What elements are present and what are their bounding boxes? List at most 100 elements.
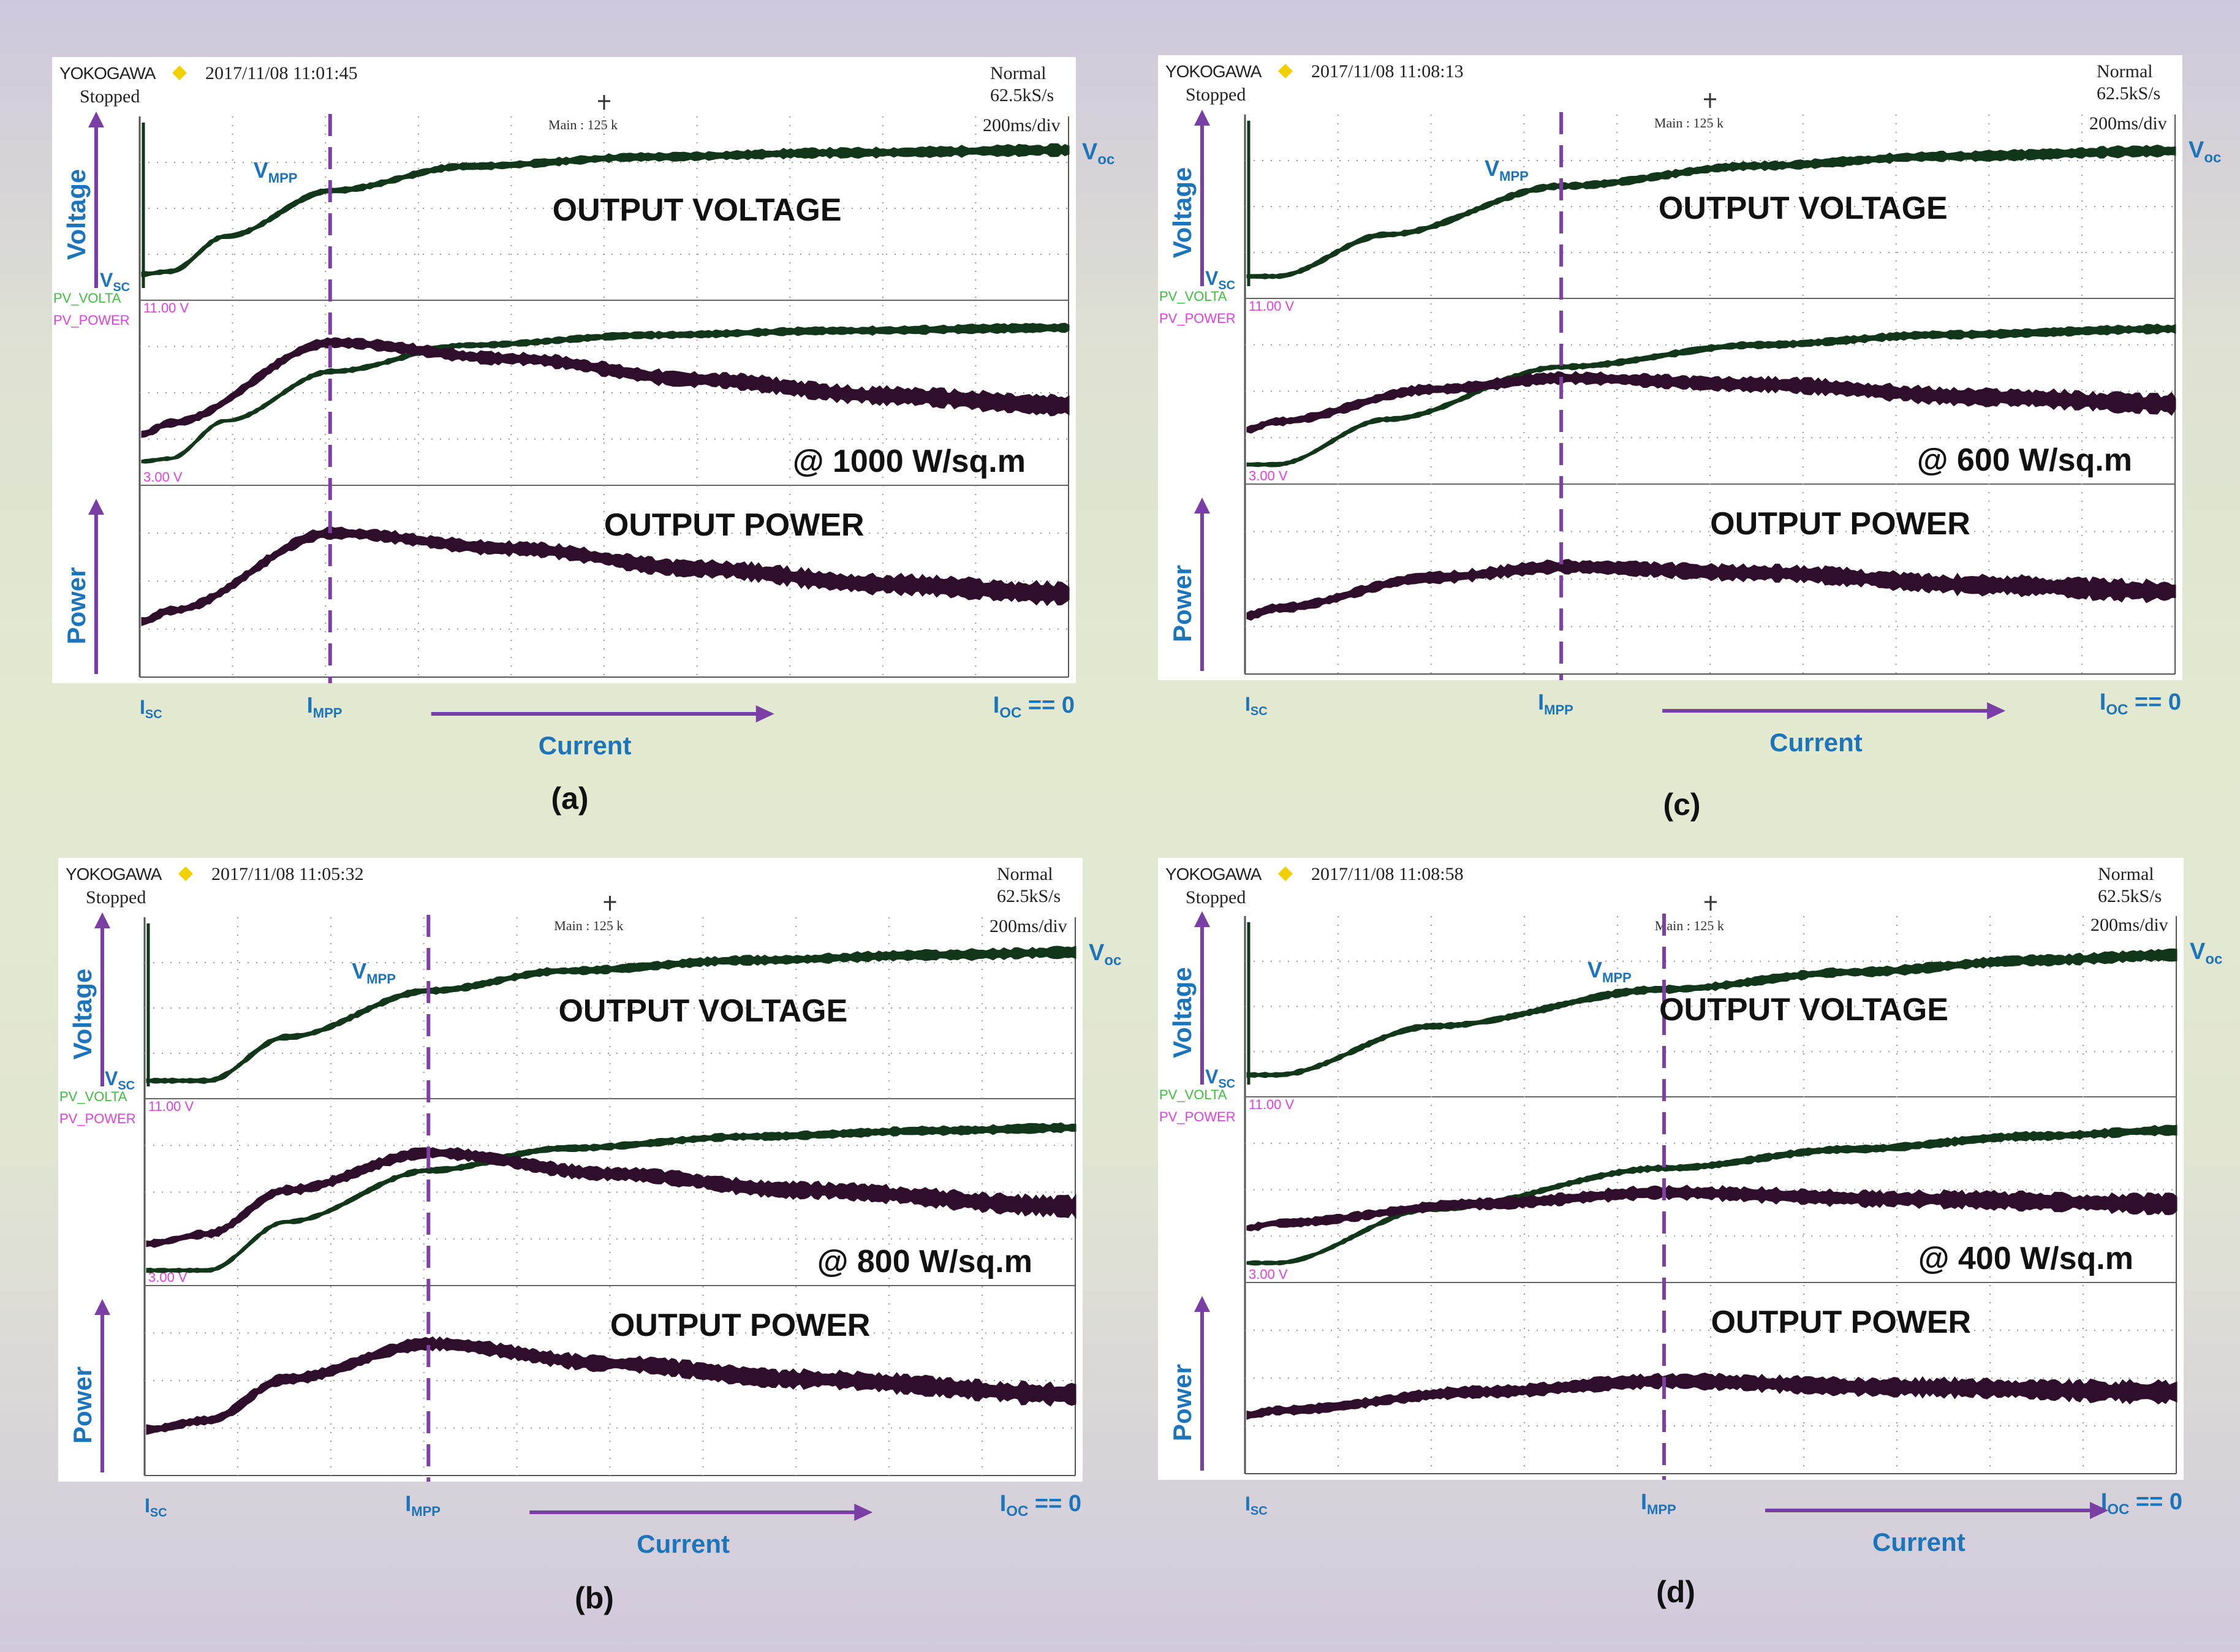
panel-caption: (a)	[551, 781, 588, 816]
panel-a: YOKOGAWA 2017/11/08 11:01:45 Stopped Normal…	[52, 57, 1114, 816]
ch1-label: PV_VOLTA	[1159, 1087, 1227, 1102]
output-power-label: OUTPUT POWER	[604, 507, 865, 543]
panel-caption: (c)	[1663, 787, 1700, 822]
v-sc-label: VSC	[1205, 267, 1235, 292]
power-trace-bottom	[1246, 1373, 2178, 1420]
power-trace-mid	[1246, 1184, 2178, 1232]
trigger-icon	[1705, 896, 1717, 911]
power-arrow-head	[1194, 498, 1210, 513]
ch1-label: PV_VOLTA	[53, 290, 121, 306]
output-voltage-label: OUTPUT VOLTAGE	[553, 192, 842, 228]
ch2-label: PV_POWER	[59, 1111, 136, 1126]
ch-high-value: 11.00 V	[148, 1099, 194, 1114]
current-arrow-head	[2090, 1502, 2108, 1519]
voltage-arrow-head	[94, 912, 110, 928]
panel-b: YOKOGAWA 2017/11/08 11:05:32 Stopped Normal…	[58, 858, 1121, 1615]
scope-state: Stopped	[1186, 85, 1246, 105]
ch-low-value: 3.00 V	[1249, 1267, 1288, 1282]
power-arrow-head	[88, 499, 104, 515]
scope-main-label: Main : 125 k	[548, 117, 618, 132]
panel-d: YOKOGAWA 2017/11/08 11:08:58 Stopped Normal…	[1158, 858, 2222, 1609]
i-mpp-label: IMPP	[1641, 1489, 1676, 1517]
trigger-icon	[604, 896, 616, 911]
current-arrow-head	[854, 1504, 873, 1521]
output-power-label: OUTPUT POWER	[1710, 506, 1970, 542]
i-sc-label: ISC	[1245, 1493, 1268, 1518]
voltage-trace-mid	[146, 1122, 1076, 1273]
irradiance-label: @ 1000 W/sq.m	[793, 444, 1026, 479]
scope-brand: YOKOGAWA	[66, 865, 162, 884]
scope-timestamp: 2017/11/08 11:08:58	[1311, 864, 1464, 884]
ch1-label: PV_VOLTA	[59, 1089, 127, 1104]
scope-rate: 62.5kS/s	[2097, 83, 2160, 104]
power-trace-bottom	[1246, 559, 2176, 621]
v-mpp-label: VMPP	[352, 958, 396, 987]
panel-caption: (b)	[575, 1581, 614, 1615]
ch2-label: PV_POWER	[1159, 311, 1236, 326]
i-mpp-label: IMPP	[1538, 689, 1573, 718]
v-sc-label: VSC	[105, 1067, 135, 1093]
diamond-icon	[172, 66, 187, 80]
ch-low-value: 3.00 V	[1249, 468, 1288, 483]
scope-rate: 62.5kS/s	[2098, 886, 2162, 906]
v-oc-label: Voc	[2190, 939, 2222, 968]
power-trace-mid	[141, 337, 1070, 438]
scope-mode: Normal	[2098, 864, 2154, 884]
power-axis-label: Power	[1168, 565, 1197, 642]
output-voltage-label: OUTPUT VOLTAGE	[1659, 992, 1948, 1028]
scope-main-label: Main : 125 k	[1655, 918, 1724, 933]
trigger-icon	[598, 95, 610, 110]
voltage-trace-mid	[141, 322, 1070, 464]
voltage-axis-label: Voltage	[1168, 167, 1197, 259]
scope-state: Stopped	[80, 86, 140, 107]
power-trace-bottom	[146, 1336, 1076, 1435]
irradiance-label: @ 600 W/sq.m	[1917, 442, 2132, 478]
current-label: Current	[539, 731, 632, 760]
power-trace-bottom	[141, 526, 1070, 626]
power-trace-mid	[1246, 371, 2176, 434]
diamond-icon	[1278, 64, 1293, 78]
voltage-axis-label: Voltage	[1168, 967, 1197, 1058]
panel-c: YOKOGAWA 2017/11/08 11:08:13 Stopped Normal…	[1158, 55, 2221, 822]
voltage-arrow-head	[1194, 110, 1210, 126]
voltage-arrow-head	[1194, 911, 1210, 927]
scope-main-label: Main : 125 k	[554, 918, 623, 933]
power-axis-label: Power	[68, 1366, 97, 1444]
voltage-trace-top	[146, 945, 1076, 1085]
i-oc-label: IOC == 0	[1000, 1491, 1081, 1520]
panel-caption: (d)	[1656, 1575, 1695, 1609]
scope-rate: 62.5kS/s	[990, 85, 1054, 105]
irradiance-label: @ 800 W/sq.m	[817, 1244, 1032, 1279]
voltage-trace-top	[141, 143, 1070, 278]
ch-high-value: 11.00 V	[143, 300, 189, 316]
scope-timestamp: 2017/11/08 11:05:32	[211, 864, 364, 884]
voltage-trace-top	[1246, 948, 2178, 1078]
v-oc-label: Voc	[1082, 139, 1114, 168]
voltage-trace-top	[1246, 145, 2176, 279]
scope-mode: Normal	[997, 864, 1053, 884]
voltage-trace-mid	[1246, 1124, 2178, 1266]
power-trace-mid	[146, 1147, 1076, 1248]
v-oc-label: Voc	[2189, 137, 2221, 166]
scope-mode: Normal	[2097, 61, 2153, 81]
scope-brand: YOKOGAWA	[1165, 865, 1262, 884]
v-sc-label: VSC	[1205, 1066, 1235, 1091]
scope-mode: Normal	[990, 63, 1046, 83]
power-axis-label: Power	[1168, 1364, 1197, 1441]
v-oc-label: Voc	[1089, 940, 1121, 969]
output-voltage-label: OUTPUT VOLTAGE	[1659, 191, 1948, 226]
v-mpp-label: VMPP	[254, 157, 298, 186]
scope-rate: 62.5kS/s	[997, 886, 1061, 906]
scope-main-label: Main : 125 k	[1654, 115, 1724, 131]
output-power-label: OUTPUT POWER	[610, 1308, 871, 1343]
scope-brand: YOKOGAWA	[1165, 62, 1262, 81]
scope-timestamp: 2017/11/08 11:08:13	[1311, 61, 1464, 81]
diamond-icon	[178, 866, 193, 881]
current-label: Current	[1769, 728, 1863, 757]
diamond-icon	[1278, 866, 1293, 881]
i-sc-label: ISC	[145, 1495, 167, 1520]
current-label: Current	[637, 1529, 730, 1558]
i-mpp-label: IMPP	[307, 692, 342, 721]
power-arrow-head	[94, 1299, 110, 1315]
